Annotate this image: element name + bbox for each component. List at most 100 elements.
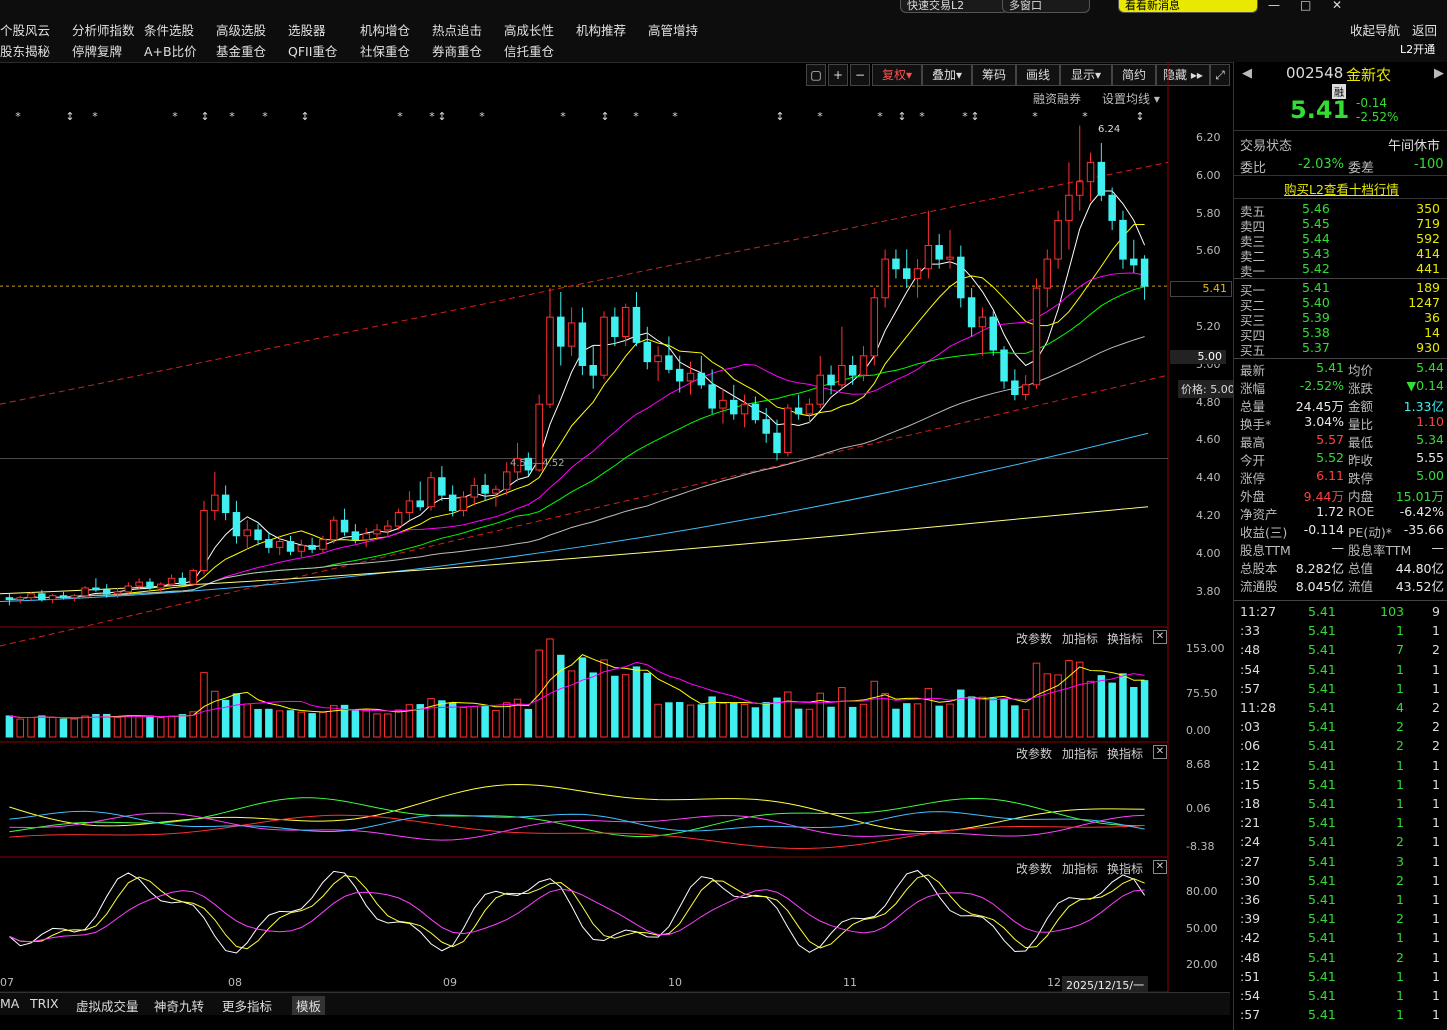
weicha-label: 委差 (1348, 161, 1375, 176)
stat-value: 44.80亿 (1395, 561, 1444, 576)
ask-row[interactable]: 卖三 5.44 592 (1234, 231, 1447, 249)
fuquan-button[interactable]: 复权▾ (872, 64, 922, 86)
volume-bar (600, 659, 608, 738)
switch-indicator-button[interactable]: 换指标 (1107, 632, 1144, 646)
candle (1000, 346, 1008, 389)
quick-trade-tab[interactable]: 快速交易L2 (900, 0, 1008, 13)
add-indicator-button[interactable]: 加指标 (1062, 747, 1099, 761)
candle (589, 346, 597, 389)
fullscreen-icon[interactable]: ⤢ (1210, 64, 1230, 86)
candle (351, 524, 360, 544)
zoom-out-icon[interactable]: − (850, 64, 870, 86)
volume-bar (1140, 680, 1149, 738)
overlay-button[interactable]: 叠加▾ (922, 64, 972, 86)
menu-item[interactable]: 条件选股 (144, 23, 195, 38)
stat-value: 5.44 (1416, 360, 1444, 375)
menu-item[interactable]: 高成长性 (504, 23, 555, 38)
menu-item[interactable]: 停牌复牌 (72, 44, 123, 59)
square-icon[interactable]: ▢ (806, 64, 826, 86)
set-ma-link[interactable]: 设置均线 ▾ (1102, 92, 1160, 106)
margin-trading-link[interactable]: 融资融券 (1033, 92, 1082, 106)
volume-bar (102, 713, 111, 738)
collapse-nav-link[interactable]: 收起导航 (1350, 23, 1401, 38)
menu-item[interactable]: 选股器 (288, 23, 326, 38)
tick-row: :21 5.41 1 1 (1234, 815, 1447, 833)
close-pane-icon[interactable]: ✕ (1153, 745, 1167, 759)
kline-chart[interactable]: * ↕ * * ↕ * * ↕ * * ↕ * * ↕ * * ↕ * * ↕ * * ↕ * * ↕ (0, 62, 1230, 992)
menu-item[interactable]: 个股风云 (0, 23, 51, 38)
ask-row[interactable]: 卖一 5.42 441 (1234, 261, 1447, 279)
ask-row[interactable]: 卖五 5.46 350 (1234, 201, 1447, 219)
signal-marker: * (1082, 110, 1088, 123)
bid-row[interactable]: 买五 5.37 930 (1234, 340, 1447, 358)
change-params-button[interactable]: 改参数 (1016, 632, 1053, 646)
ask-row[interactable]: 卖二 5.43 414 (1234, 246, 1447, 264)
close-pane-icon[interactable]: ✕ (1153, 860, 1167, 874)
menu-item[interactable]: 基金重仓 (216, 44, 267, 59)
menu-item[interactable]: 机构增仓 (360, 23, 411, 38)
maximize-button[interactable]: □ (1300, 0, 1312, 12)
menu-item[interactable]: A+B比价 (144, 44, 197, 59)
indicator-tab[interactable]: MA (0, 996, 20, 1011)
menu-item[interactable]: 分析师指数 (72, 23, 135, 38)
menu-item[interactable]: 社保重仓 (360, 44, 411, 59)
close-pane-icon[interactable]: ✕ (1153, 630, 1167, 644)
tick-row: :18 5.41 1 1 (1234, 796, 1447, 814)
cursor-price-tag: 5.00 (1170, 350, 1226, 364)
bid-row[interactable]: 买一 5.41 189 (1234, 280, 1447, 298)
candle (654, 346, 662, 381)
bid-row[interactable]: 买三 5.39 36 (1234, 310, 1447, 328)
multi-window-tab[interactable]: 多窗口 (1002, 0, 1090, 13)
indicator-tab[interactable]: 更多指标 (222, 999, 273, 1014)
menu-item[interactable]: 股东揭秘 (0, 44, 51, 59)
menu-item[interactable]: 高级选股 (216, 23, 267, 38)
minimize-button[interactable]: — (1268, 0, 1280, 12)
switch-indicator-button[interactable]: 换指标 (1107, 862, 1144, 876)
indicator-tab[interactable]: 神奇九转 (154, 999, 205, 1014)
menu-item[interactable]: 热点追击 (432, 23, 483, 38)
volume-bar (297, 711, 306, 738)
next-stock-icon[interactable]: ▶ (1434, 66, 1444, 81)
add-indicator-button[interactable]: 加指标 (1062, 632, 1099, 646)
hide-button[interactable]: 隐藏 ▸▸ (1156, 64, 1210, 86)
volume-bar (70, 718, 79, 738)
change-params-button[interactable]: 改参数 (1016, 747, 1053, 761)
menu-item[interactable]: 信托重仓 (504, 44, 555, 59)
indicator-tab[interactable]: TRIX (30, 996, 59, 1011)
menu-item[interactable]: 券商重仓 (432, 44, 483, 59)
menu-item[interactable]: 机构推荐 (576, 23, 627, 38)
display-button[interactable]: 显示▾ (1060, 64, 1112, 86)
prev-stock-icon[interactable]: ◀ (1242, 66, 1252, 81)
buy-l2-link[interactable]: 购买L2查看十档行情 (1284, 182, 1399, 197)
zoom-in-icon[interactable]: + (828, 64, 848, 86)
margin-badge: 融 (1332, 84, 1346, 99)
draw-line-button[interactable]: 画线 (1016, 64, 1060, 86)
volume-bar (751, 707, 760, 738)
menu-item[interactable]: 高管增持 (648, 23, 699, 38)
ask-row[interactable]: 卖四 5.45 719 (1234, 216, 1447, 234)
news-tab[interactable]: 看看新消息 (1118, 0, 1258, 13)
close-button[interactable]: ✕ (1332, 0, 1343, 12)
back-link[interactable]: 返回 (1412, 23, 1438, 38)
weicha-value: -100 (1414, 157, 1444, 172)
indicator-tab[interactable]: 模板 (292, 996, 326, 1015)
stat-value: 15.01万 (1395, 489, 1444, 504)
l2-open-link[interactable]: L2开通 (1400, 43, 1436, 56)
bid-row[interactable]: 买二 5.40 1247 (1234, 295, 1447, 313)
ma120-line (0, 432, 1149, 603)
change-params-button[interactable]: 改参数 (1016, 862, 1053, 876)
menu-item[interactable]: QFII重仓 (288, 44, 338, 59)
switch-indicator-button[interactable]: 换指标 (1107, 747, 1144, 761)
stat-value: ▼0.14 (1406, 378, 1444, 393)
indicator-tab[interactable]: 虚拟成交量 (76, 999, 139, 1014)
chips-button[interactable]: 筹码 (972, 64, 1016, 86)
bid-row[interactable]: 买四 5.38 14 (1234, 325, 1447, 343)
volume-bar (708, 696, 716, 738)
tick-row: :48 5.41 7 2 (1234, 642, 1447, 660)
simple-button[interactable]: 简约 (1112, 64, 1156, 86)
signal-marker: * (15, 110, 21, 123)
volume-bar (211, 690, 219, 738)
add-indicator-button[interactable]: 加指标 (1062, 862, 1099, 876)
tick-time: :42 (1240, 930, 1261, 946)
candle (870, 288, 879, 366)
